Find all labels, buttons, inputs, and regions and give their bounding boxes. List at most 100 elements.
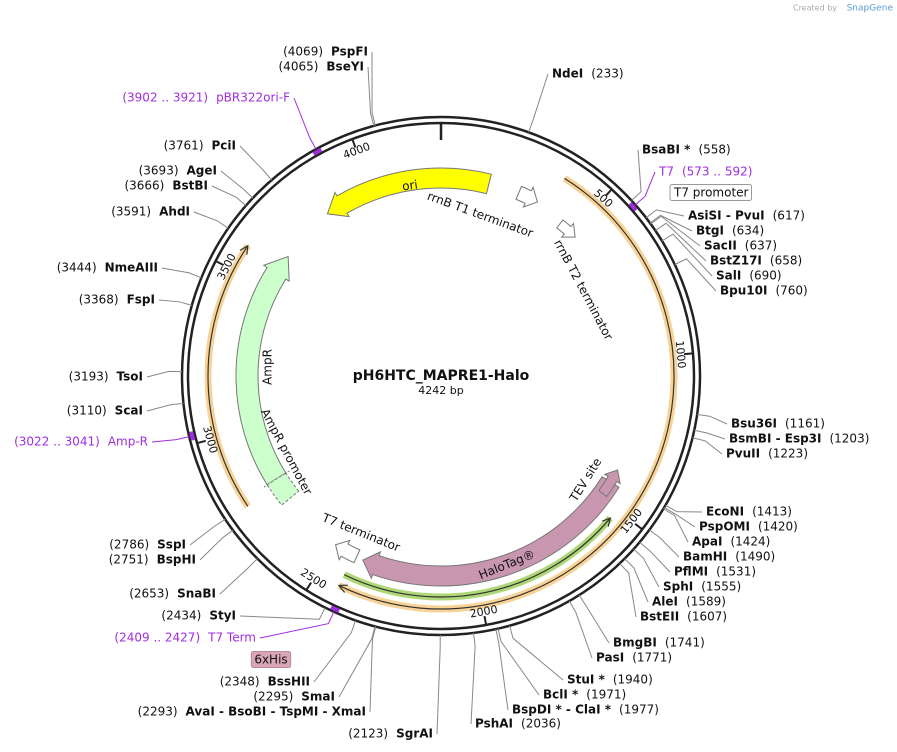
site-position: (3444) xyxy=(57,261,97,275)
site-name: PciI xyxy=(212,139,237,153)
leader-line xyxy=(674,258,717,292)
leader-line xyxy=(436,634,441,735)
site-name: BstEII xyxy=(640,610,679,624)
orf-track-head xyxy=(337,584,348,593)
site-name: AleI xyxy=(652,595,678,609)
leader-line xyxy=(661,233,713,277)
site-name: SnaBI xyxy=(177,587,216,601)
leader-line xyxy=(220,170,254,199)
leader-line xyxy=(650,215,701,247)
tev-arrow xyxy=(598,469,621,498)
orf-track-inner-core xyxy=(343,517,611,598)
site-position: (1940) xyxy=(613,673,653,687)
site-position: (3761) xyxy=(164,139,204,153)
site-name: AsiSI - PvuI xyxy=(688,209,765,223)
site-position: (634) xyxy=(732,224,764,238)
leader-line xyxy=(293,97,317,150)
feature-box xyxy=(250,651,292,668)
map-name: pH6HTC_MAPRE1-Halo xyxy=(353,368,530,384)
primer-name: Amp-R xyxy=(108,435,148,449)
site-position: (3666) xyxy=(124,179,164,193)
site-name: PasI xyxy=(596,651,624,665)
site-position: (617) xyxy=(773,209,805,223)
leader-line xyxy=(528,73,549,133)
orf-track-inner-head xyxy=(602,517,612,527)
tick-label: 4000 xyxy=(341,140,372,162)
site-position: (2751) xyxy=(109,553,149,567)
leader-line xyxy=(193,211,229,229)
map-length: 4242 bp xyxy=(418,384,463,397)
site-position: (2293) xyxy=(138,705,178,719)
rrnb-t1-arrow xyxy=(515,185,539,208)
site-position: (4065) xyxy=(279,60,319,74)
site-name: SacII xyxy=(704,239,737,253)
site-position: (1589) xyxy=(686,595,726,609)
feature-label: AmpR xyxy=(261,349,275,385)
leader-line xyxy=(631,149,642,201)
site-name: BstZ17I xyxy=(710,254,762,268)
leader-line xyxy=(578,594,610,644)
site-position: (1771) xyxy=(632,651,672,665)
primer-position: (3022 .. 3041) xyxy=(14,435,100,449)
site-position: (1490) xyxy=(735,550,775,564)
boxed-feature-label: 6xHis xyxy=(254,653,287,667)
leader-line xyxy=(697,413,728,425)
leader-line xyxy=(219,558,258,595)
tick-mark xyxy=(196,439,207,445)
site-position: (2295) xyxy=(253,690,293,704)
site-name: BstBI xyxy=(172,179,208,193)
site-name: ApaI xyxy=(692,535,722,549)
site-name: Bsu36I xyxy=(731,417,777,431)
site-position: (2786) xyxy=(109,538,149,552)
t7term-arrow xyxy=(334,539,361,564)
site-name: SmaI xyxy=(301,690,335,704)
leader-line xyxy=(649,214,693,232)
primer-position: (2409 .. 2427) xyxy=(114,631,200,645)
site-position: (4069) xyxy=(283,45,323,59)
site-name: PspFI xyxy=(331,45,368,59)
leader-line xyxy=(655,222,707,262)
site-name: StyI xyxy=(209,609,236,623)
primer-name: T7 xyxy=(658,165,674,179)
site-name: SgrAI xyxy=(396,727,433,741)
leader-line xyxy=(624,558,649,603)
primer-name: T7 Term xyxy=(207,631,256,645)
leader-line xyxy=(259,611,335,639)
site-name: PshAI xyxy=(475,717,513,731)
amp-track-head xyxy=(239,244,249,255)
site-position: (3591) xyxy=(111,205,151,219)
site-position: (3693) xyxy=(139,164,179,178)
primer-site xyxy=(628,202,638,212)
leader-line xyxy=(371,51,376,126)
leader-line xyxy=(635,171,656,206)
primer-position: (3902 .. 3921) xyxy=(122,91,208,105)
leader-line xyxy=(663,508,689,543)
amp-track-core xyxy=(207,245,249,507)
site-name: SalI xyxy=(716,269,741,283)
site-name: Bpu10I xyxy=(720,284,767,298)
site-name: PspOMI xyxy=(699,520,750,534)
site-position: (637) xyxy=(745,239,777,253)
leader-line xyxy=(199,529,234,561)
site-name: BsmBI - Esp3I xyxy=(729,432,821,446)
site-position: (3110) xyxy=(67,404,107,418)
leader-line xyxy=(497,628,540,696)
site-position: (3368) xyxy=(79,293,119,307)
site-position: (1555) xyxy=(701,580,741,594)
site-position: (2434) xyxy=(161,609,201,623)
leader-line xyxy=(692,437,723,455)
site-name: EcoNI xyxy=(706,505,744,519)
site-position: (1971) xyxy=(586,688,626,702)
leader-line xyxy=(146,402,184,412)
feature-label: T7 terminator xyxy=(319,510,402,554)
ampr-promoter xyxy=(263,470,300,506)
leader-line xyxy=(649,529,680,558)
leader-line xyxy=(470,632,476,725)
site-name: AvaI - BsoBI - TspMI - XmaI xyxy=(186,705,366,719)
primer-position: (573 .. 592) xyxy=(682,165,752,179)
site-position: (658) xyxy=(770,254,802,268)
leader-line xyxy=(663,507,696,528)
site-name: BseYI xyxy=(326,60,364,74)
